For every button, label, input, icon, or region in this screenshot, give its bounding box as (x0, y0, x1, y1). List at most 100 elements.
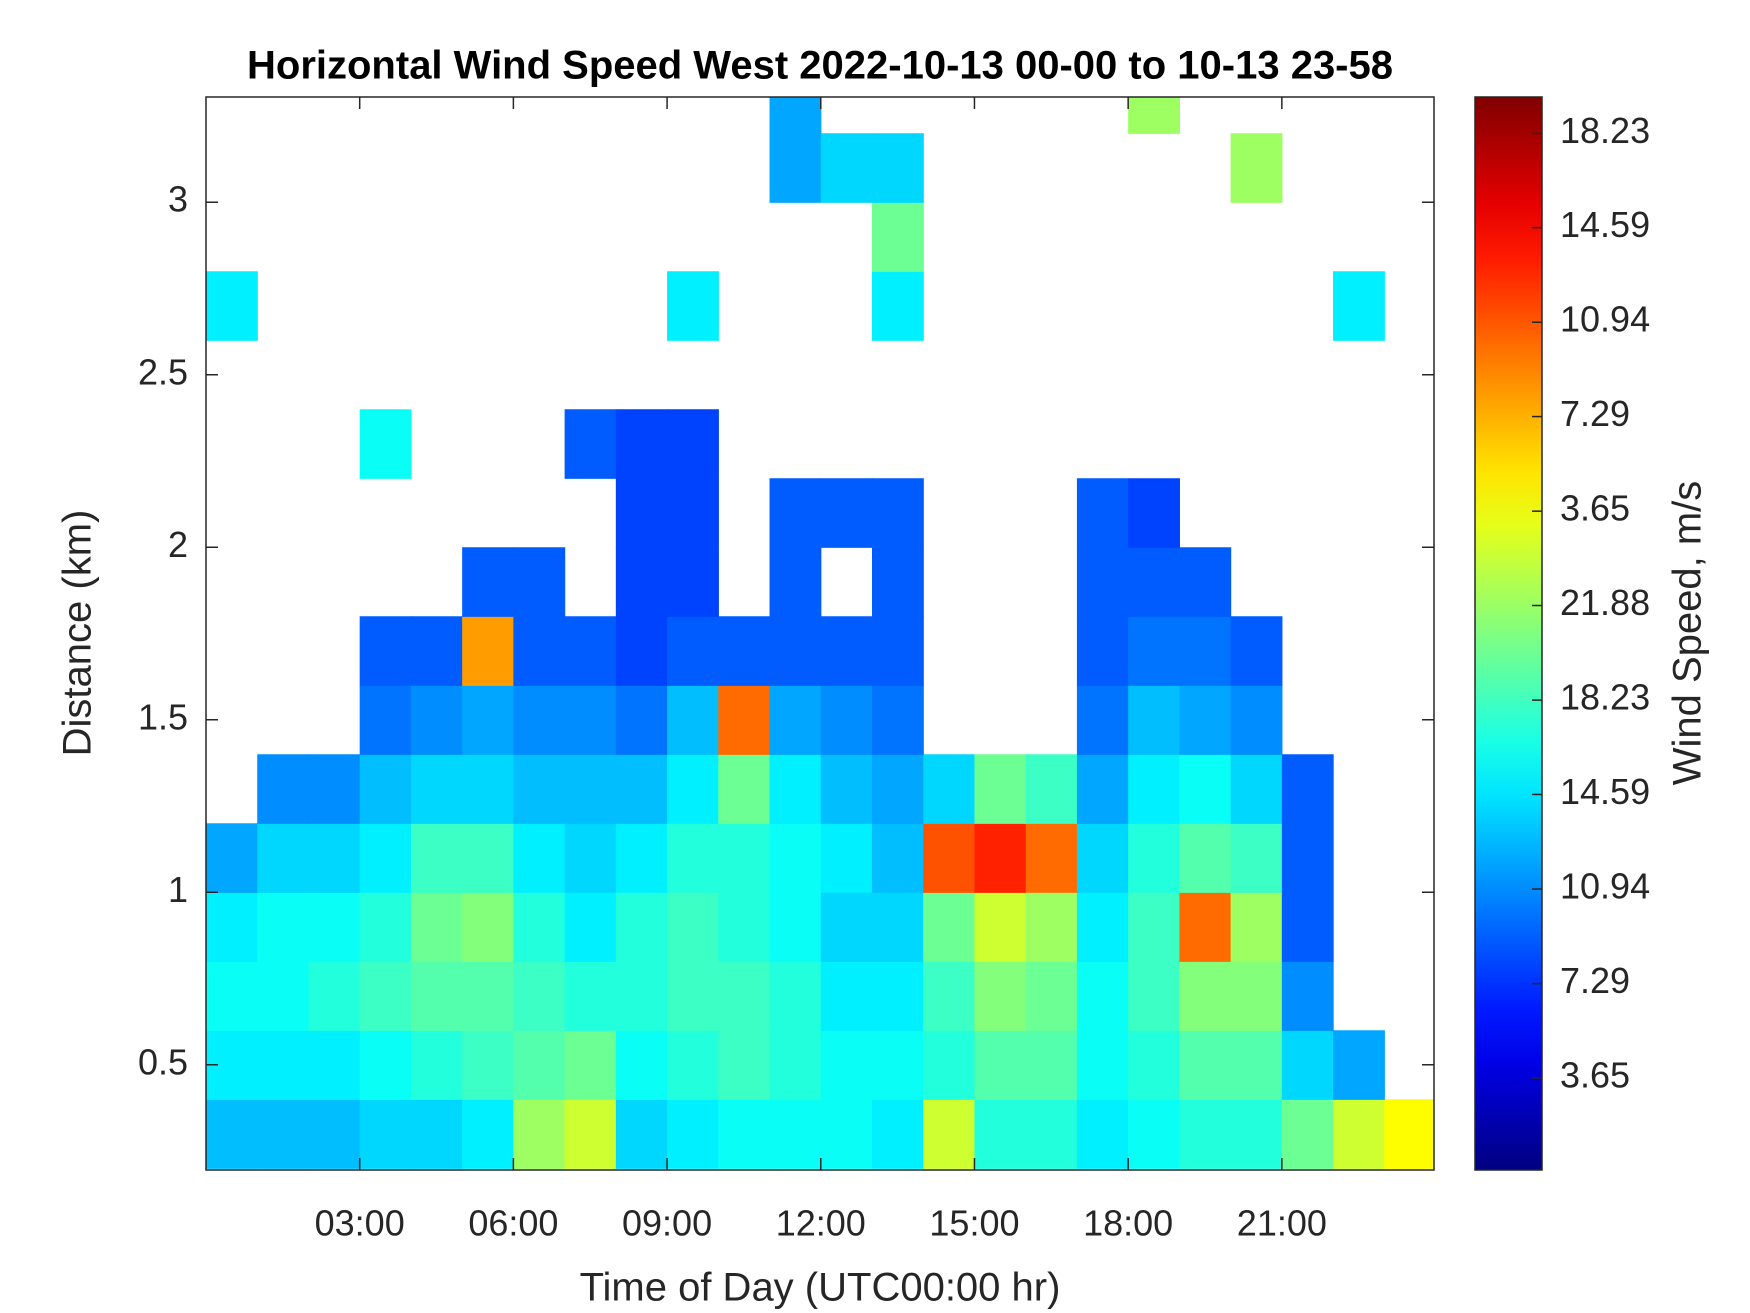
heat-cell (718, 892, 771, 962)
heat-cell (462, 823, 514, 893)
colorbar-tick-label: 14.59 (1560, 771, 1650, 812)
y-tick-label: 1 (168, 869, 188, 910)
heat-cell (308, 1099, 361, 1169)
heat-cell (206, 961, 258, 1031)
heat-cell (1179, 685, 1232, 755)
heat-cell (257, 1099, 310, 1169)
heat-cell (308, 961, 361, 1031)
heat-cell (923, 1099, 976, 1169)
heat-cell (462, 1099, 514, 1169)
heat-cell (410, 754, 463, 824)
heat-cell (667, 1099, 719, 1169)
heat-cell (769, 1030, 822, 1100)
heat-cell (974, 892, 1027, 962)
heat-cell (513, 685, 566, 755)
heat-cell (1230, 685, 1283, 755)
heat-cell (257, 892, 310, 962)
heat-cell (564, 616, 617, 686)
heat-cell (615, 616, 668, 686)
heat-cell (820, 616, 873, 686)
x-tick-label: 03:00 (315, 1203, 405, 1244)
colorbar-tick-label: 10.94 (1560, 299, 1650, 340)
x-tick-label: 09:00 (622, 1203, 712, 1244)
heat-cell (462, 616, 514, 686)
heat-cell (769, 97, 822, 134)
heat-cell (1025, 823, 1078, 893)
heat-cell (1230, 961, 1283, 1031)
heat-cell (1025, 892, 1078, 962)
heat-cell (1076, 754, 1129, 824)
heat-cell (513, 1030, 566, 1100)
heat-cell (1281, 892, 1334, 962)
heat-cell (667, 892, 719, 962)
heat-cell (871, 1030, 924, 1100)
heat-cell (1025, 1030, 1078, 1100)
heat-cell (820, 823, 873, 893)
heat-cell (820, 961, 873, 1031)
heat-cell (1179, 961, 1232, 1031)
heat-cell (1281, 754, 1334, 824)
heat-cell (257, 961, 310, 1031)
heat-cell (820, 892, 873, 962)
heat-cell (820, 1099, 873, 1169)
heat-cell (308, 823, 361, 893)
heat-cell (871, 823, 924, 893)
heat-cell (871, 616, 924, 686)
heat-cell (1179, 754, 1232, 824)
colorbar-tick-label: 3.65 (1560, 1055, 1630, 1096)
heat-cell (359, 685, 412, 755)
heat-cell (1128, 97, 1180, 134)
heat-cell (257, 823, 310, 893)
heat-cell (257, 1030, 310, 1100)
heat-cell (1333, 1030, 1385, 1100)
heat-cell (718, 1099, 771, 1169)
heat-cell (410, 1099, 463, 1169)
heat-cell (769, 478, 822, 548)
y-tick-label: 3 (168, 179, 188, 220)
heat-cell (667, 823, 719, 893)
colorbar-tick-label: 14.59 (1560, 204, 1650, 245)
y-tick-label: 0.5 (138, 1041, 188, 1082)
heat-cell (513, 961, 566, 1031)
heat-cell (462, 754, 514, 824)
heat-cell (1076, 616, 1129, 686)
heat-cell (667, 478, 719, 548)
heat-cell (974, 823, 1027, 893)
heat-cell (462, 547, 514, 617)
heat-cell (410, 823, 463, 893)
heat-cell (769, 547, 822, 617)
heat-cell (1384, 1099, 1434, 1169)
heat-cell (1281, 961, 1334, 1031)
heat-cell (1076, 892, 1129, 962)
heat-cell (820, 478, 873, 548)
heat-cell (974, 1030, 1027, 1100)
heat-cell (206, 823, 258, 893)
heat-cell (308, 1030, 361, 1100)
heat-cell (667, 547, 719, 617)
heat-cell (410, 616, 463, 686)
heat-cell (667, 1030, 719, 1100)
y-tick-label: 2.5 (138, 351, 188, 392)
heat-cell (718, 961, 771, 1031)
y-tick-label: 1.5 (138, 696, 188, 737)
heat-cell (923, 823, 976, 893)
heat-cell (820, 133, 873, 203)
heat-cell (974, 961, 1027, 1031)
heat-cell (667, 271, 719, 341)
heat-cell (359, 1030, 412, 1100)
heat-cell (513, 754, 566, 824)
heat-cell (974, 754, 1027, 824)
heat-cell (1230, 1099, 1283, 1169)
chart-title: Horizontal Wind Speed West 2022-10-13 00… (247, 44, 1393, 88)
heat-cell (1179, 547, 1232, 617)
heat-cell (513, 823, 566, 893)
heat-cell (1230, 616, 1283, 686)
colorbar (1474, 96, 1543, 1171)
heat-cell (718, 616, 771, 686)
heat-cell (871, 754, 924, 824)
heat-cell (871, 685, 924, 755)
heat-cell (564, 685, 617, 755)
heat-cell (667, 961, 719, 1031)
heat-cell (257, 754, 310, 824)
heat-cell (564, 754, 617, 824)
